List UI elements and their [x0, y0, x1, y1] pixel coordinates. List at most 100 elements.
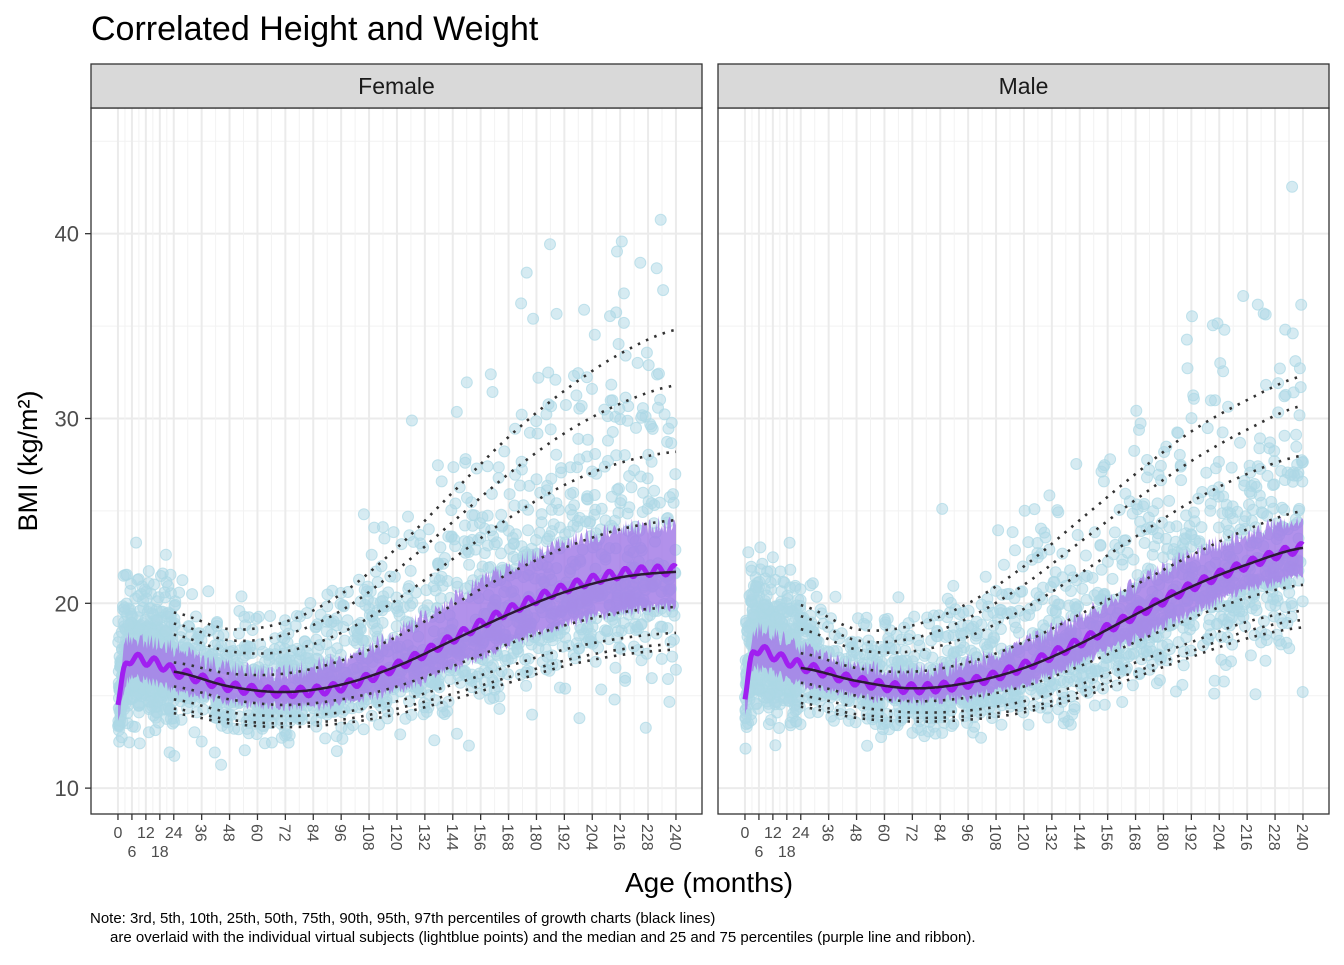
scatter-point	[580, 371, 593, 384]
x-tick-label: 96	[331, 824, 348, 842]
scatter-point	[1051, 504, 1064, 517]
scatter-point	[1098, 698, 1111, 711]
scatter-point	[933, 609, 945, 622]
scatter-point	[488, 683, 501, 696]
scatter-point	[1244, 649, 1257, 662]
scatter-point	[152, 716, 165, 729]
x-tick-label: 12	[764, 825, 782, 842]
scatter-point	[159, 625, 172, 638]
scatter-point	[301, 639, 314, 652]
scatter-point	[1154, 653, 1167, 666]
scatter-point	[568, 499, 581, 512]
scatter-point	[586, 382, 598, 395]
scatter-point	[619, 391, 632, 404]
scatter-point	[809, 632, 822, 645]
x-tick-label: 180	[526, 824, 543, 851]
note-line-1: Note: 3rd, 5th, 10th, 25th, 50th, 75th, …	[90, 910, 715, 927]
scatter-point	[508, 499, 521, 512]
scatter-point	[760, 589, 773, 602]
x-tick-label: 36	[192, 824, 209, 842]
scatter-point	[1278, 429, 1291, 442]
x-tick-label: 132	[1042, 824, 1059, 851]
scatter-point	[1221, 616, 1234, 629]
scatter-point	[1157, 551, 1170, 564]
scatter-point	[806, 577, 819, 590]
scatter-point	[654, 213, 667, 226]
scatter-point	[124, 584, 137, 597]
scatter-point	[1107, 548, 1120, 561]
scatter-point	[639, 630, 652, 643]
x-tick-label: 144	[443, 824, 460, 851]
scatter-point	[321, 588, 334, 601]
scatter-point	[1261, 591, 1274, 604]
scatter-point	[669, 663, 682, 676]
panel-content	[739, 180, 1309, 755]
scatter-point	[175, 624, 188, 637]
scatter-point	[1234, 436, 1246, 449]
scatter-point	[750, 698, 763, 711]
scatter-point	[120, 597, 133, 610]
scatter-point	[1204, 394, 1217, 407]
scatter-point	[789, 581, 802, 594]
scatter-point	[635, 618, 648, 631]
scatter-point	[1127, 647, 1140, 660]
scatter-point	[1141, 454, 1154, 466]
scatter-point	[1261, 469, 1274, 482]
scatter-point	[1257, 307, 1270, 320]
scatter-point	[526, 708, 539, 721]
scatter-point	[1208, 687, 1221, 700]
scatter-point	[189, 610, 202, 623]
scatter-point	[1008, 615, 1021, 628]
scatter-point	[601, 624, 614, 637]
x-tick-label: 12	[137, 825, 155, 842]
scatter-point	[789, 631, 802, 643]
scatter-point	[190, 706, 203, 719]
scatter-point	[450, 405, 463, 418]
scatter-point	[460, 376, 473, 389]
growth-chart-percentile-p97	[800, 374, 1304, 633]
scatter-point	[128, 679, 141, 692]
scatter-point	[515, 463, 528, 476]
scatter-point	[1035, 522, 1047, 535]
scatter-point	[466, 519, 479, 532]
scatter-point	[1293, 362, 1306, 375]
scatter-point	[1225, 461, 1238, 474]
scatter-point	[485, 487, 498, 500]
scatter-point	[321, 600, 334, 613]
scatter-point	[642, 495, 655, 508]
x-tick-label: 84	[303, 824, 320, 842]
scatter-point	[1150, 630, 1163, 643]
scatter-point	[269, 648, 282, 661]
scatter-point	[1195, 521, 1208, 534]
scatter-point	[1176, 678, 1189, 691]
scatter-point	[495, 508, 508, 521]
scatter-point	[1220, 498, 1233, 511]
x-tick-label: 240	[1293, 824, 1310, 851]
scatter-point	[947, 579, 960, 592]
scatter-point	[1212, 490, 1225, 503]
scatter-point	[1200, 466, 1213, 479]
scatter-point	[422, 523, 435, 536]
scatter-point	[1254, 462, 1267, 475]
scatter-point	[987, 619, 1000, 632]
scatter-point	[975, 731, 987, 744]
scatter-point	[750, 581, 763, 594]
x-tick-label: 204	[1209, 824, 1226, 851]
scatter-point	[1048, 576, 1061, 588]
scatter-point	[1140, 523, 1153, 536]
scatter-point	[365, 709, 378, 722]
scatter-point	[1043, 489, 1056, 502]
scatter-point	[942, 644, 954, 657]
scatter-point	[1285, 597, 1298, 610]
y-tick-label: 10	[55, 776, 79, 801]
scatter-point	[878, 613, 891, 626]
scatter-point	[623, 501, 636, 514]
scatter-point	[162, 580, 175, 593]
scatter-point	[402, 582, 415, 595]
scatter-point	[669, 468, 682, 481]
scatter-point	[208, 746, 221, 759]
scatter-point	[540, 484, 553, 497]
x-tick-label: 48	[847, 824, 864, 842]
y-tick-label: 30	[55, 406, 79, 431]
